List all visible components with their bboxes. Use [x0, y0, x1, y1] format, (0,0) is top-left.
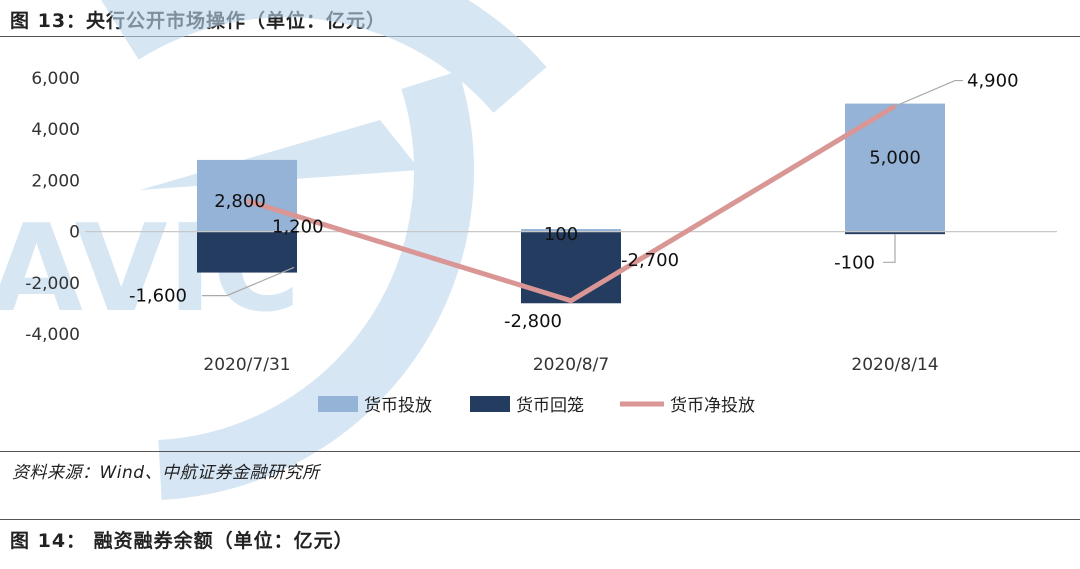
- withdraw-data-label: -2,800: [504, 311, 562, 332]
- inject-bar: [521, 229, 621, 232]
- legend-inject-swatch: [318, 396, 358, 412]
- withdraw-data-label: -100: [834, 252, 875, 273]
- figure-title: 图 13：央行公开市场操作（单位：亿元）: [10, 10, 387, 32]
- leader-line: [894, 79, 963, 107]
- inject-data-label: 5,000: [869, 147, 921, 168]
- x-category-label: 2020/7/31: [203, 355, 290, 375]
- leader-line: [202, 266, 295, 297]
- net-data-label: 1,200: [272, 216, 324, 237]
- y-tick-label: -4,000: [25, 325, 80, 345]
- next-figure-title: 图 14： 融资融券余额（单位：亿元）: [10, 530, 354, 552]
- y-tick-label: 0: [69, 223, 80, 243]
- y-tick-label: -2,000: [25, 274, 80, 294]
- x-category-label: 2020/8/7: [533, 355, 609, 375]
- net-data-label: 4,900: [967, 71, 1019, 92]
- withdraw-bar: [197, 231, 297, 273]
- source-note: 资料来源：Wind、中航证券金融研究所: [12, 463, 320, 483]
- withdraw-data-label: -1,600: [129, 286, 187, 307]
- legend-withdraw-swatch: [470, 396, 510, 412]
- legend-withdraw-label: 货币回笼: [516, 396, 584, 416]
- y-tick-label: 2,000: [31, 171, 80, 191]
- legend-inject-label: 货币投放: [364, 396, 432, 416]
- y-tick-label: 6,000: [31, 69, 80, 89]
- inject-data-label: 100: [544, 224, 578, 245]
- x-category-label: 2020/8/14: [851, 355, 938, 375]
- legend-net-label: 货币净投放: [670, 396, 755, 416]
- net-line: [246, 104, 897, 304]
- inject-data-label: 2,800: [214, 191, 266, 212]
- open-market-chart: 6,000 4,000 2,000 0 -2,000 -4,000 2,800 100 5,00…: [25, 69, 1057, 416]
- withdraw-bar: [845, 231, 945, 235]
- leader-line: [883, 234, 896, 263]
- inject-bar: [197, 159, 297, 232]
- source-rule-bottom: [0, 519, 1080, 520]
- net-data-label: -2,700: [621, 250, 679, 271]
- source-rule-top: [0, 451, 1080, 452]
- title-rule: [0, 36, 1080, 37]
- y-tick-label: 4,000: [31, 120, 80, 140]
